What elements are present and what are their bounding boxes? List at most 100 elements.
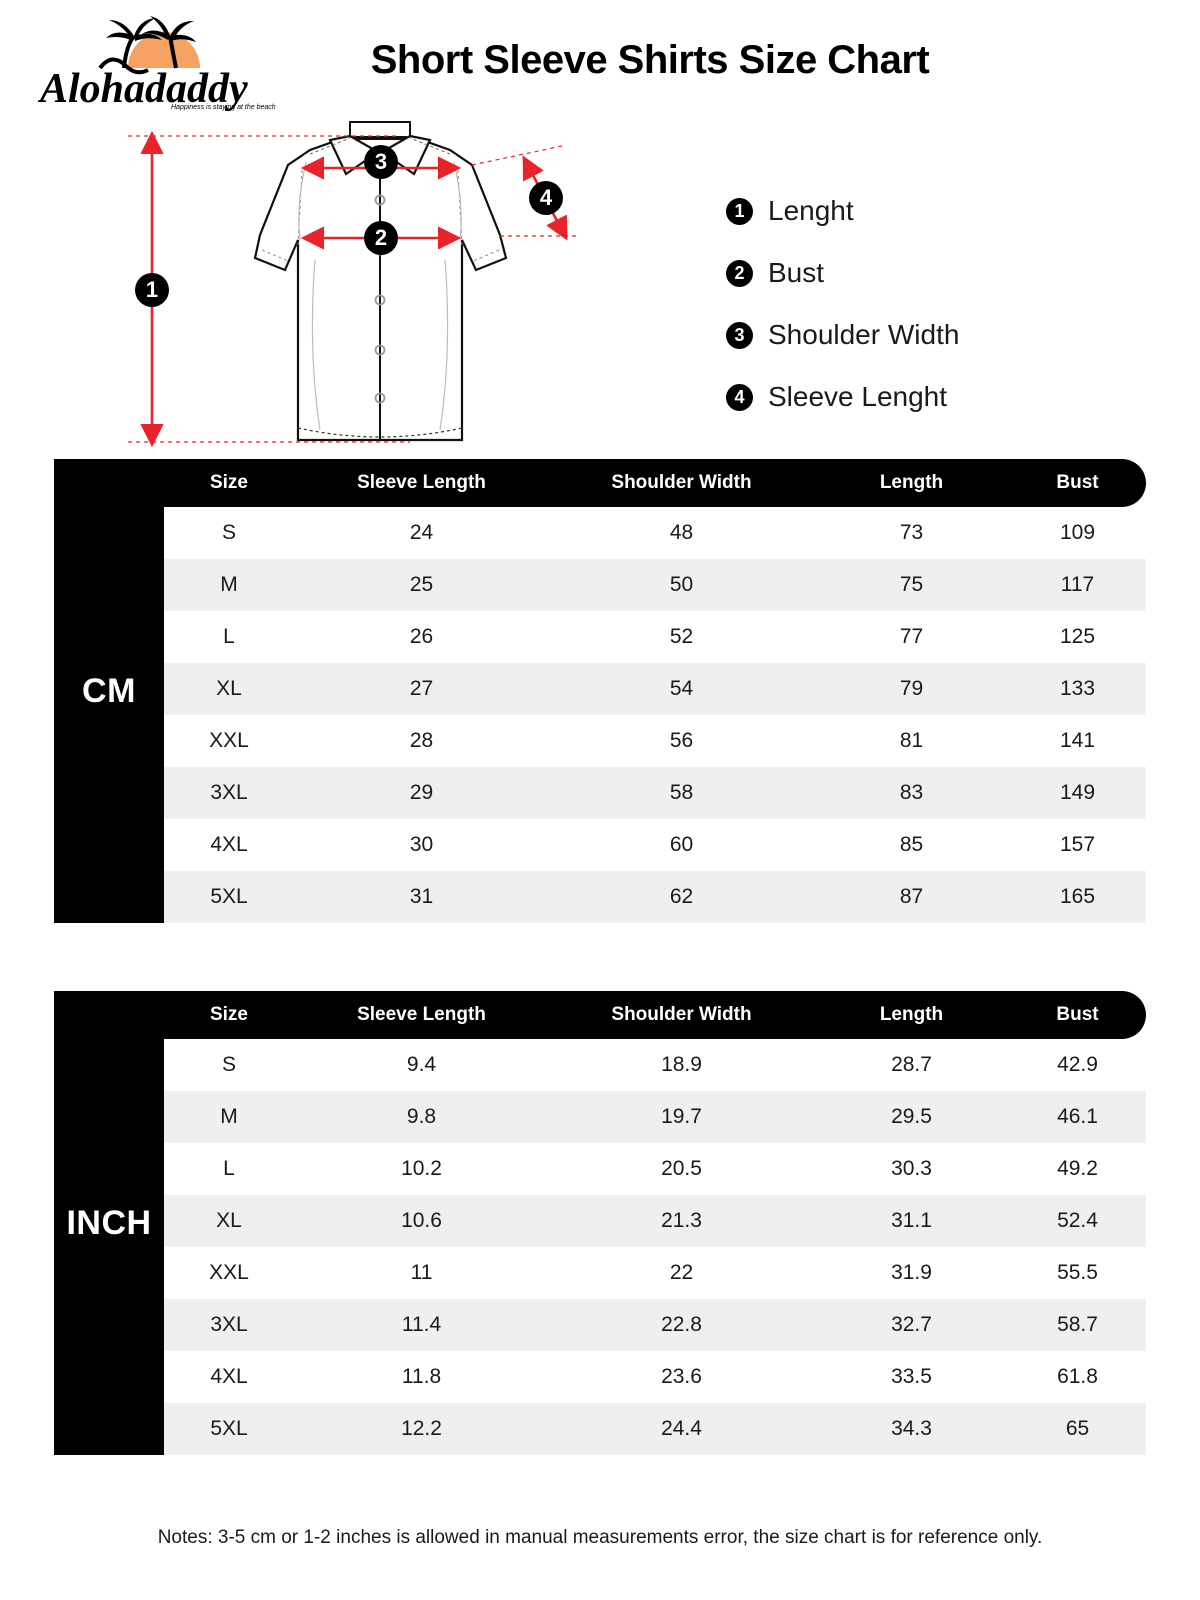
cell-length: 34.3 [814,1403,1009,1455]
cell-size: S [164,1039,294,1091]
diagram-badge-2-number: 2 [375,225,387,250]
diagram-badge-4-number: 4 [540,185,553,210]
cm-col-header-sleeve-length: Sleeve Length [294,459,549,507]
cell-length: 87 [814,871,1009,923]
cell-sleeve-length: 30 [294,819,549,871]
legend-label-2: Bust [768,257,825,288]
cell-sleeve-length: 31 [294,871,549,923]
table-row: L 10.2 20.5 30.3 49.2 [164,1143,1146,1195]
diagram-badge-1: 1 [135,273,169,307]
palm-right-trunk-icon [168,35,178,69]
cell-sleeve-length: 10.2 [294,1143,549,1195]
cell-bust: 58.7 [1009,1299,1146,1351]
cm-col-header-size: Size [164,459,294,507]
shoulder-seams [309,137,451,155]
diagram-badge-3: 3 [364,145,398,179]
legend-badge-4: 4 [726,383,753,411]
cell-size: XL [164,663,294,715]
table-row: L 26 52 77 125 [164,611,1146,663]
cell-sleeve-length: 24 [294,507,549,559]
legend-item-sleeve-length: 4 Sleeve Lenght [726,366,1046,428]
inch-col-header-sleeve-length: Sleeve Length [294,991,549,1039]
cell-size: 5XL [164,871,294,923]
cell-size: 5XL [164,1403,294,1455]
cell-shoulder-width: 23.6 [549,1351,814,1403]
cell-size: XXL [164,1247,294,1299]
cell-length: 77 [814,611,1009,663]
palm-left-fronds-icon [106,18,162,41]
cell-shoulder-width: 62 [549,871,814,923]
cell-length: 30.3 [814,1143,1009,1195]
cell-shoulder-width: 22.8 [549,1299,814,1351]
bottom-hem-line [297,427,463,438]
cell-length: 31.1 [814,1195,1009,1247]
legend-item-shoulder-width: 3 Shoulder Width [726,304,1046,366]
table-row: M 25 50 75 117 [164,559,1146,611]
cell-length: 29.5 [814,1091,1009,1143]
cell-size: L [164,1143,294,1195]
cell-sleeve-length: 28 [294,715,549,767]
cell-sleeve-length: 12.2 [294,1403,549,1455]
cell-sleeve-length: 11.8 [294,1351,549,1403]
cell-shoulder-width: 22 [549,1247,814,1299]
table-row: XL 10.6 21.3 31.1 52.4 [164,1195,1146,1247]
inch-col-header-size: Size [164,991,294,1039]
table-row: 3XL 11.4 22.8 32.7 58.7 [164,1299,1146,1351]
cell-length: 85 [814,819,1009,871]
cell-shoulder-width: 20.5 [549,1143,814,1195]
cm-col-header-bust: Bust [1009,459,1146,507]
diagram-badge-4: 4 [529,181,563,215]
cell-sleeve-length: 27 [294,663,549,715]
table-row: XL 27 54 79 133 [164,663,1146,715]
legend-item-bust: 2 Bust [726,242,1046,304]
table-row: M 9.8 19.7 29.5 46.1 [164,1091,1146,1143]
table-row: XXL 11 22 31.9 55.5 [164,1247,1146,1299]
diagram-badge-1-number: 1 [146,277,158,302]
cell-length: 73 [814,507,1009,559]
cell-shoulder-width: 21.3 [549,1195,814,1247]
inch-col-header-length: Length [814,991,1009,1039]
table-row: XXL 28 56 81 141 [164,715,1146,767]
inch-measurements-table: Size Sleeve Length Shoulder Width Length… [164,991,1146,1455]
cell-size: M [164,1091,294,1143]
table-row: 4XL 30 60 85 157 [164,819,1146,871]
inch-col-header-bust: Bust [1009,991,1146,1039]
legend-label-3: Shoulder Width [768,319,960,350]
cell-bust: 117 [1009,559,1146,611]
size-table-cm: CM Size Sleeve Length Shoulder Width Len… [54,459,1146,923]
cell-size: 3XL [164,767,294,819]
cell-shoulder-width: 58 [549,767,814,819]
cell-size: 3XL [164,1299,294,1351]
cell-bust: 165 [1009,871,1146,923]
cell-sleeve-length: 9.4 [294,1039,549,1091]
cell-size: 4XL [164,819,294,871]
page-title: Short Sleeve Shirts Size Chart [370,38,930,82]
cell-shoulder-width: 60 [549,819,814,871]
cell-bust: 109 [1009,507,1146,559]
cell-length: 83 [814,767,1009,819]
measurement-diagram-area: 1 2 3 4 1 Lenght 2 Bust [0,120,1200,455]
cm-header-row: Size Sleeve Length Shoulder Width Length… [164,459,1146,507]
cell-bust: 42.9 [1009,1039,1146,1091]
legend-badge-1: 1 [726,197,753,225]
cell-sleeve-length: 25 [294,559,549,611]
inch-col-header-shoulder-width: Shoulder Width [549,991,814,1039]
cell-length: 79 [814,663,1009,715]
cell-size: S [164,507,294,559]
sun-icon [128,32,200,68]
cell-bust: 49.2 [1009,1143,1146,1195]
diagram-badge-3-number: 3 [375,149,387,174]
cell-sleeve-length: 11 [294,1247,549,1299]
cell-length: 28.7 [814,1039,1009,1091]
cell-shoulder-width: 56 [549,715,814,767]
cell-bust: 61.8 [1009,1351,1146,1403]
diagram-badge-2: 2 [364,221,398,255]
cell-shoulder-width: 52 [549,611,814,663]
cell-size: XXL [164,715,294,767]
cm-col-header-length: Length [814,459,1009,507]
cell-length: 31.9 [814,1247,1009,1299]
cell-bust: 133 [1009,663,1146,715]
cell-bust: 55.5 [1009,1247,1146,1299]
table-row: 5XL 12.2 24.4 34.3 65 [164,1403,1146,1455]
